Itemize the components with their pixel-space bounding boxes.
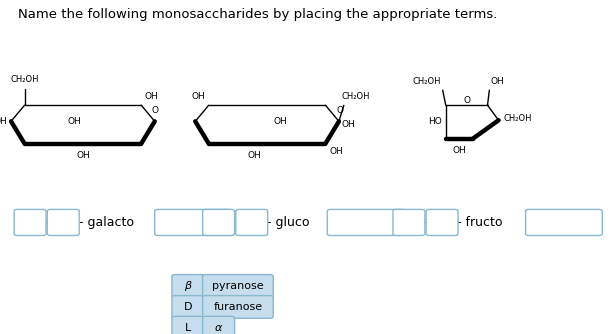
FancyBboxPatch shape [327, 209, 404, 235]
FancyBboxPatch shape [393, 209, 425, 235]
Text: OH: OH [144, 92, 158, 101]
Text: OH: OH [491, 77, 504, 86]
FancyBboxPatch shape [236, 209, 268, 235]
FancyBboxPatch shape [14, 209, 46, 235]
Text: CH₂OH: CH₂OH [342, 92, 370, 101]
FancyBboxPatch shape [155, 209, 231, 235]
Text: Name the following monosaccharides by placing the appropriate terms.: Name the following monosaccharides by pl… [18, 8, 498, 21]
FancyBboxPatch shape [426, 209, 458, 235]
Text: CH₂OH: CH₂OH [10, 75, 39, 84]
FancyBboxPatch shape [526, 209, 602, 235]
Text: - gluco: - gluco [267, 216, 309, 229]
Text: OH: OH [248, 151, 262, 160]
Text: -: - [233, 216, 238, 229]
Text: β: β [184, 281, 192, 291]
Text: CH₂OH: CH₂OH [503, 114, 532, 123]
Text: O: O [152, 106, 159, 115]
Text: furanose: furanose [213, 302, 263, 312]
Text: OH: OH [273, 117, 287, 126]
Text: L: L [185, 323, 191, 333]
Text: pyranose: pyranose [212, 281, 264, 291]
Text: OH: OH [329, 147, 343, 156]
FancyBboxPatch shape [203, 275, 273, 297]
FancyBboxPatch shape [47, 209, 79, 235]
Text: D: D [184, 302, 192, 312]
Text: - galacto: - galacto [79, 216, 134, 229]
Text: -: - [44, 216, 49, 229]
Text: CH₂OH: CH₂OH [413, 77, 441, 86]
Text: α: α [215, 323, 222, 333]
Text: HO: HO [429, 118, 442, 126]
Text: -: - [423, 216, 428, 229]
FancyBboxPatch shape [203, 296, 273, 318]
FancyBboxPatch shape [203, 316, 235, 334]
Text: OH: OH [0, 117, 7, 126]
Text: OH: OH [342, 120, 356, 129]
Text: OH: OH [76, 151, 90, 160]
Text: - fructo: - fructo [457, 216, 503, 229]
Text: O: O [463, 96, 470, 105]
FancyBboxPatch shape [172, 316, 204, 334]
Text: OH: OH [68, 117, 81, 126]
FancyBboxPatch shape [172, 275, 204, 297]
FancyBboxPatch shape [172, 296, 204, 318]
Text: O: O [336, 106, 343, 115]
Text: OH: OH [192, 92, 206, 101]
Text: OH: OH [453, 146, 466, 155]
FancyBboxPatch shape [203, 209, 235, 235]
